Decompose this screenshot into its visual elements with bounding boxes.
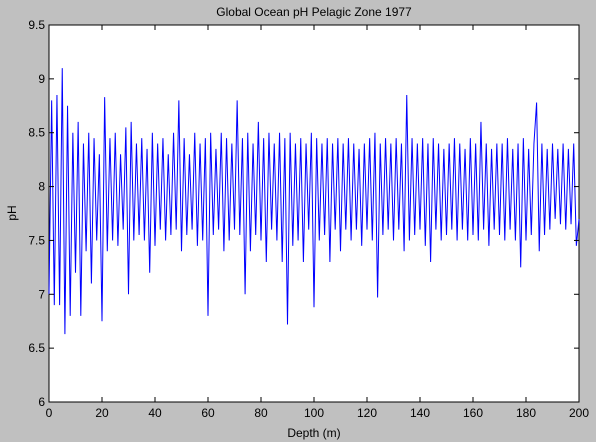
y-tick-label: 8 [38,180,45,194]
x-tick-label: 120 [357,406,377,420]
x-tick-label: 100 [304,406,324,420]
x-tick-label: 0 [46,406,53,420]
x-tick-label: 160 [463,406,483,420]
x-axis-label: Depth (m) [287,426,340,440]
y-tick-label: 8.5 [28,126,45,140]
y-tick-label: 6 [38,395,45,409]
y-tick-label: 9 [38,72,45,86]
y-tick-label: 7 [38,287,45,301]
y-tick-label: 7.5 [28,233,45,247]
y-tick-label: 9.5 [28,18,45,32]
x-tick-label: 180 [516,406,536,420]
x-tick-label: 60 [201,406,215,420]
x-tick-label: 80 [254,406,268,420]
x-tick-label: 200 [569,406,589,420]
x-tick-label: 40 [148,406,162,420]
x-tick-label: 140 [410,406,430,420]
chart-title: Global Ocean pH Pelagic Zone 1977 [216,5,412,19]
y-axis-label: pH [5,205,19,220]
plot-area [48,24,580,403]
y-tick-label: 6.5 [28,341,45,355]
data-line [48,68,580,335]
x-tick-label: 20 [95,406,109,420]
